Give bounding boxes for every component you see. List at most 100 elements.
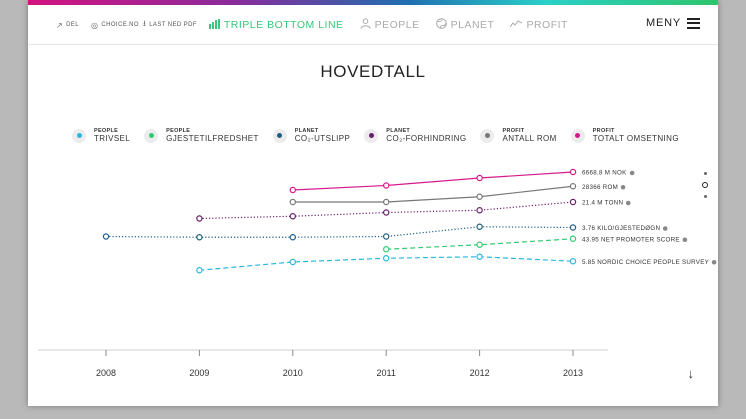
x-tick-label: 2010: [283, 368, 303, 378]
legend-label: TOTALT OMSETNING: [592, 134, 679, 143]
data-point: [383, 246, 390, 253]
header-divider: [28, 44, 718, 45]
series-end-label: 43.95 NET PROMOTER SCORE: [582, 236, 680, 243]
nav-people[interactable]: PEOPLE: [360, 18, 420, 32]
data-point: [383, 233, 390, 240]
series-line: [199, 201, 574, 220]
data-point: [383, 198, 390, 206]
nav-planet[interactable]: PLANET: [435, 18, 495, 32]
legend-item[interactable]: PLANET CO₂-UTSLIPP: [272, 128, 351, 143]
legend-color-dot: [575, 133, 581, 138]
data-point: [196, 234, 203, 241]
line-chart: 2008 2009 2010 2011 2012 2013 6668.8 M NOK 2836…: [38, 168, 717, 378]
share-arrow-icon: ↗: [56, 20, 64, 30]
top-navigation: ↗ DEL ◎ CHOICE.NO ⭳ LAST NED PDF TRIPLE …: [28, 5, 718, 45]
legend-text: PLANET CO₂-FORHINDRING: [386, 128, 466, 143]
data-point: [476, 207, 483, 214]
series-end-label: 21.4 M TONN: [582, 200, 623, 207]
legend-item[interactable]: PROFIT TOTALT OMSETNING: [570, 128, 679, 143]
info-icon[interactable]: [620, 184, 626, 190]
brand-color-bar: [28, 0, 718, 5]
data-point: [289, 258, 296, 266]
info-icon[interactable]: [629, 170, 635, 176]
data-point: [569, 224, 577, 231]
data-point: [383, 182, 390, 189]
legend-text: PEOPLE GJESTETILFREDSHET: [166, 128, 259, 143]
legend-label: CO₂-UTSLIPP: [294, 134, 351, 143]
trend-line-icon: [510, 19, 523, 31]
data-point: [289, 234, 296, 241]
nav-profit[interactable]: PROFIT: [510, 19, 568, 31]
bar-chart-icon: [208, 18, 220, 32]
legend-item[interactable]: PLANET CO₂-FORHINDRING: [364, 128, 466, 143]
legend-color-dot: [368, 133, 374, 138]
legend-item[interactable]: PEOPLE TRIVSEL: [72, 128, 130, 143]
series-line: [386, 238, 574, 250]
pager-dot[interactable]: [703, 195, 707, 198]
nav-label: PEOPLE: [374, 19, 420, 31]
nav-label: PROFIT: [526, 19, 568, 31]
legend-marker-icon: [144, 128, 159, 143]
site-link[interactable]: ◎ CHOICE.NO: [91, 21, 139, 30]
nav-label: PLANET: [450, 19, 495, 31]
legend-text: PEOPLE TRIVSEL: [94, 128, 130, 143]
globe-small-icon: ◎: [90, 20, 99, 30]
series-end-label: 6668.8 M NOK: [582, 170, 627, 177]
page-title: HOVEDTALL: [320, 62, 426, 81]
hamburger-icon: [687, 17, 700, 29]
person-icon: [360, 18, 371, 32]
legend-color-dot: [277, 133, 283, 138]
download-pdf-link[interactable]: ⭳ LAST NED PDF: [143, 18, 197, 32]
data-point: [476, 241, 483, 248]
download-label: LAST NED PDF: [149, 22, 197, 28]
info-icon[interactable]: [682, 237, 688, 243]
download-icon: ⭳: [142, 19, 147, 28]
data-point: [196, 215, 203, 222]
menu-button[interactable]: MENY: [646, 17, 700, 29]
legend-marker-icon: [72, 128, 86, 143]
pager-dot[interactable]: [703, 172, 707, 175]
legend-item[interactable]: PEOPLE GJESTETILFREDSHET: [144, 128, 259, 143]
legend-label: CO₂-FORHINDRING: [386, 134, 467, 143]
globe-icon: [435, 18, 447, 32]
info-icon[interactable]: [662, 226, 668, 231]
share-link[interactable]: ↗ DEL: [56, 21, 79, 30]
data-point: [476, 193, 483, 200]
legend-item[interactable]: PROFIT ANTALL ROM: [480, 128, 556, 143]
pager-dot-active[interactable]: [702, 182, 708, 188]
data-point: [569, 235, 577, 242]
legend-category: PROFIT: [502, 128, 525, 134]
app-frame: ↗ DEL ◎ CHOICE.NO ⭳ LAST NED PDF TRIPLE …: [28, 0, 718, 406]
data-point: [569, 168, 577, 176]
menu-label: MENY: [646, 17, 681, 29]
legend-marker-icon: [364, 128, 379, 143]
data-point: [289, 186, 296, 194]
nav-triple-bottom-line[interactable]: TRIPLE BOTTOM LINE: [208, 18, 344, 32]
data-point: [569, 258, 577, 265]
site-label: CHOICE.NO: [101, 22, 139, 28]
data-point: [476, 253, 483, 260]
info-icon[interactable]: [625, 200, 631, 206]
legend-marker-icon: [570, 128, 585, 143]
x-tick-label: 2009: [189, 368, 209, 378]
data-point: [569, 183, 577, 190]
legend-text: PLANET CO₂-UTSLIPP: [295, 128, 351, 143]
scroll-down-arrow-icon[interactable]: ↓: [687, 366, 695, 381]
data-point: [476, 174, 483, 182]
legend-marker-icon: [272, 128, 287, 143]
legend-label: GJESTETILFREDSHET: [166, 134, 259, 143]
x-tick-label: 2011: [377, 368, 396, 378]
data-point: [289, 213, 296, 220]
info-icon[interactable]: [711, 259, 717, 265]
data-point: [476, 223, 483, 230]
data-point: [383, 255, 390, 262]
nav-label: TRIPLE BOTTOM LINE: [223, 19, 344, 31]
legend-color-dot: [76, 133, 82, 138]
chart-legend: PEOPLE TRIVSEL PEOPLE GJESTETILFREDSHET PLAN…: [72, 128, 693, 143]
series-end-label: 28366 ROM: [582, 184, 618, 191]
legend-text: PROFIT TOTALT OMSETNING: [593, 128, 679, 143]
data-point: [383, 209, 390, 216]
legend-category: PLANET: [386, 128, 411, 134]
legend-category: PEOPLE: [166, 128, 191, 134]
legend-label: ANTALL ROM: [502, 134, 557, 143]
